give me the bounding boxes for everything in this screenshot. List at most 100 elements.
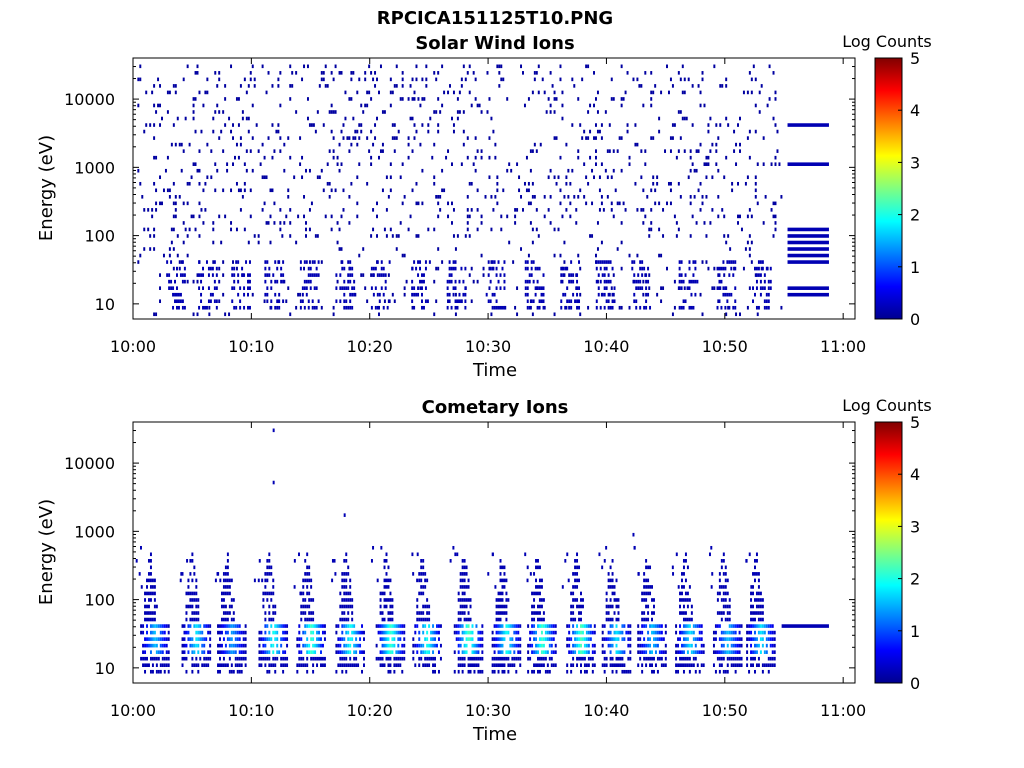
heatmap-cell — [650, 103, 653, 108]
heatmap-cell — [348, 97, 351, 101]
burst-cell — [310, 650, 313, 654]
burst-cell — [335, 630, 338, 635]
burst-cell — [605, 299, 608, 304]
burst-cell — [457, 591, 460, 596]
burst-cell — [515, 630, 518, 635]
burst-cell — [454, 260, 457, 264]
burst-cell — [728, 637, 731, 641]
burst-cell — [499, 565, 502, 570]
burst-cell — [347, 572, 350, 576]
burst-cell — [461, 559, 464, 563]
burst-cell — [343, 624, 346, 628]
burst-cell — [222, 611, 225, 615]
burst-cell — [513, 656, 516, 661]
sparse-cell — [710, 585, 713, 589]
burst-cell — [643, 591, 646, 596]
burst-cell — [505, 611, 508, 615]
burst-cell — [418, 637, 421, 641]
burst-cell — [349, 643, 352, 648]
burst-cell — [509, 643, 512, 648]
burst-cell — [309, 266, 312, 271]
isolated-point — [632, 532, 635, 537]
burst-cell — [248, 260, 251, 264]
burst-cell — [272, 650, 275, 654]
burst-cell — [424, 585, 427, 589]
burst-cell — [262, 598, 265, 602]
burst-cell — [457, 663, 460, 668]
burst-cell — [306, 669, 309, 674]
burst-cell — [501, 611, 504, 615]
burst-cell — [430, 656, 433, 661]
burst-cell — [755, 273, 758, 277]
heatmap-cell — [620, 136, 623, 140]
burst-cell — [643, 624, 646, 628]
heatmap-cell — [139, 77, 142, 82]
heatmap-cell — [466, 227, 469, 232]
burst-cell — [471, 663, 474, 668]
burst-cell — [578, 656, 581, 661]
burst-cell — [317, 260, 320, 264]
heatmap-cell — [182, 240, 185, 245]
burst-cell — [469, 617, 472, 622]
burst-cell — [266, 578, 269, 583]
burst-cell — [226, 630, 229, 635]
burst-cell — [299, 266, 302, 271]
burst-cell — [728, 630, 731, 635]
burst-cell — [163, 624, 166, 628]
heatmap-cell — [342, 208, 345, 212]
heatmap-cell — [464, 77, 467, 82]
burst-cell — [379, 604, 382, 609]
heatmap-cell — [237, 97, 240, 101]
burst-cell — [581, 656, 584, 661]
burst-cell — [242, 650, 245, 654]
burst-cell — [576, 630, 579, 635]
heatmap-cell — [488, 136, 491, 140]
burst-cell — [233, 305, 236, 310]
burst-cell — [537, 650, 539, 654]
burst-cell — [730, 637, 733, 641]
heatmap-cell — [539, 142, 542, 147]
heatmap-cell — [437, 195, 440, 199]
burst-cell — [306, 643, 309, 648]
heatmap-cell — [218, 136, 221, 140]
burst-cell — [299, 260, 302, 264]
burst-cell — [724, 565, 727, 570]
burst-cell — [151, 637, 154, 641]
heatmap-cell — [612, 97, 615, 101]
burst-cell — [209, 624, 212, 628]
burst-cell — [467, 585, 470, 589]
burst-cell — [722, 604, 725, 609]
burst-cell — [643, 585, 646, 589]
burst-cell — [698, 669, 701, 674]
burst-cell — [734, 650, 737, 654]
burst-cell — [597, 292, 600, 297]
burst-cell — [643, 656, 646, 661]
burst-cell — [497, 617, 500, 622]
burst-cell — [165, 643, 168, 648]
burst-cell — [759, 624, 762, 628]
burst-cell — [453, 650, 456, 654]
burst-cell — [757, 260, 760, 264]
burst-cell — [181, 650, 184, 654]
heatmap-cell — [549, 71, 552, 75]
burst-cell — [243, 286, 246, 290]
burst-cell — [266, 260, 269, 264]
burst-cell — [347, 565, 350, 570]
burst-cell — [499, 663, 502, 668]
burst-cell — [639, 637, 642, 641]
burst-cell — [513, 643, 516, 648]
heatmap-cell — [697, 188, 700, 193]
burst-cell — [144, 643, 147, 648]
burst-cell — [527, 643, 530, 648]
burst-cell — [384, 279, 387, 284]
heatmap-cell — [731, 188, 734, 193]
heatmap-cell — [320, 77, 323, 82]
energy-band — [787, 240, 829, 245]
heatmap-cell — [746, 90, 749, 95]
heatmap-cell — [456, 234, 459, 238]
heatmap-cell — [271, 123, 274, 127]
heatmap-cell — [188, 227, 191, 232]
heatmap-cell — [739, 312, 741, 317]
burst-cell — [675, 630, 678, 635]
heatmap-cell — [417, 201, 420, 206]
